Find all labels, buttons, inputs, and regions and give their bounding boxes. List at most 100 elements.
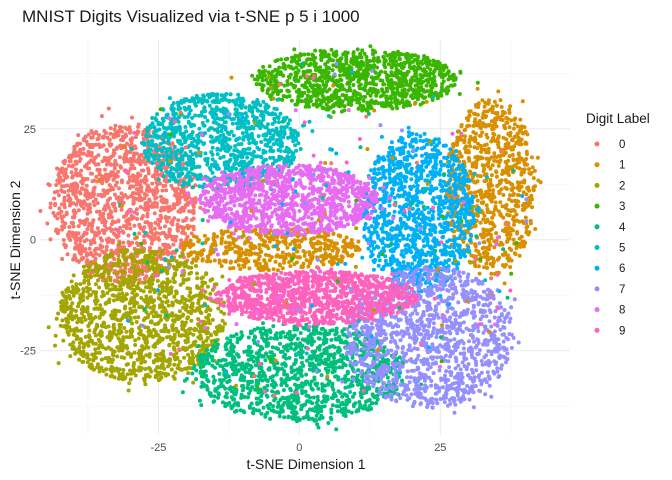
stray-point [348, 390, 352, 394]
stray-point [390, 156, 395, 160]
legend-label: 8 [619, 305, 625, 317]
stray-point [478, 257, 483, 262]
stray-point [198, 319, 203, 324]
stray-point [351, 331, 356, 336]
stray-point [226, 111, 231, 116]
stray-point [280, 202, 285, 207]
digit-8-points [186, 160, 392, 241]
stray-point [293, 108, 298, 113]
stray-point [324, 183, 329, 188]
stray-point [314, 369, 319, 373]
stray-point [372, 108, 377, 113]
stray-point [261, 178, 265, 183]
x-tick-label: -25 [150, 442, 166, 454]
stray-point [455, 129, 460, 134]
stray-points [85, 61, 529, 398]
stray-point [255, 385, 260, 390]
stray-point [270, 180, 275, 185]
stray-point [447, 194, 451, 198]
stray-point [497, 289, 502, 294]
stray-point [253, 121, 258, 126]
stray-point [495, 235, 500, 240]
stray-point [472, 171, 477, 176]
stray-point [376, 347, 381, 352]
stray-point [269, 85, 274, 90]
stray-point [320, 196, 325, 201]
stray-point [119, 204, 124, 208]
stray-point [410, 201, 415, 205]
stray-point [309, 303, 314, 308]
legend-label: 9 [619, 325, 625, 337]
stray-point [489, 293, 493, 298]
stray-point [316, 218, 321, 223]
stray-point [359, 290, 364, 295]
digit-2-points [46, 241, 227, 393]
legend-key [594, 327, 600, 333]
stray-point [170, 235, 175, 240]
stray-point [474, 234, 479, 239]
stray-point [504, 222, 509, 227]
stray-point [471, 204, 476, 209]
x-tick-label: 0 [296, 442, 302, 454]
stray-point [283, 254, 288, 259]
stray-point [407, 206, 412, 211]
stray-point [252, 374, 256, 379]
stray-point [297, 307, 302, 312]
stray-point [186, 226, 191, 231]
y-tick-label: 25 [24, 124, 36, 136]
legend-label: 2 [619, 180, 625, 192]
y-axis-title: t-SNE Dimension 2 [7, 180, 23, 299]
stray-point [421, 204, 426, 209]
legend-key [594, 162, 600, 168]
legend-item-5: 5 [594, 243, 625, 255]
stray-point [190, 185, 195, 190]
stray-point [159, 269, 164, 274]
stray-point [277, 82, 282, 87]
stray-point [266, 75, 271, 80]
stray-point [320, 90, 325, 95]
stray-point [163, 257, 168, 262]
stray-point [359, 302, 364, 307]
stray-point [180, 269, 185, 274]
legend-key [594, 307, 600, 313]
axes: -25 0 25 -25 0 25 [20, 124, 446, 454]
stray-point [369, 334, 374, 339]
stray-point [285, 231, 290, 236]
stray-point [411, 148, 416, 153]
stray-point [366, 111, 371, 116]
stray-point [431, 94, 436, 99]
stray-point [442, 172, 447, 177]
stray-point [477, 241, 482, 246]
stray-point [115, 228, 120, 233]
stray-point [349, 69, 354, 74]
stray-point [334, 151, 339, 156]
stray-point [172, 119, 177, 124]
stray-point [440, 214, 445, 219]
legend-item-6: 6 [594, 263, 625, 275]
legend-label: 5 [619, 243, 625, 255]
stray-point [227, 353, 232, 358]
stray-point [142, 307, 147, 312]
y-tick-label: 0 [30, 235, 36, 247]
stray-point [354, 198, 359, 203]
stray-point [425, 181, 430, 186]
stray-point [164, 313, 169, 318]
stray-point [240, 115, 245, 120]
stray-point [155, 288, 160, 293]
stray-point [268, 358, 273, 363]
stray-point [418, 226, 423, 231]
stray-point [262, 389, 267, 394]
stray-point [465, 299, 470, 304]
stray-point [228, 220, 233, 225]
stray-point [412, 101, 417, 106]
stray-point [307, 325, 312, 329]
stray-point [353, 264, 358, 269]
legend-item-3: 3 [594, 201, 625, 213]
stray-point [334, 61, 339, 66]
stray-point [168, 132, 173, 137]
stray-point [140, 323, 145, 328]
stray-point [300, 61, 305, 66]
stray-point [343, 261, 348, 266]
series-digit-2 [46, 241, 227, 393]
